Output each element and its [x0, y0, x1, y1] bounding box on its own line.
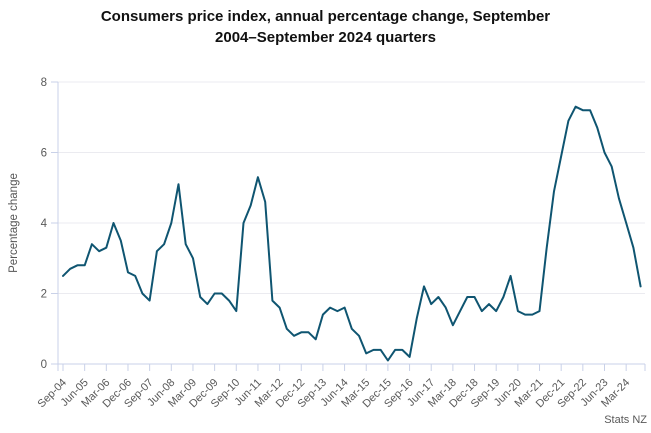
chart-title-line2: 2004–September 2024 quarters: [215, 29, 436, 46]
y-tick-label-4: 4: [41, 218, 48, 230]
y-tick-label-0: 0: [41, 359, 47, 371]
chart-title: Consumers price index, annual percentage…: [0, 6, 651, 48]
y-tick-label-8: 8: [41, 77, 47, 89]
chart-title-line1: Consumers price index, annual percentage…: [100, 8, 551, 25]
cpi-data-line: [62, 105, 642, 362]
source-attribution: Stats NZ: [604, 414, 647, 426]
y-axis-title: Percentage change: [8, 173, 20, 273]
y-tick-label-6: 6: [41, 148, 47, 160]
y-tick-label-2: 2: [41, 289, 47, 301]
